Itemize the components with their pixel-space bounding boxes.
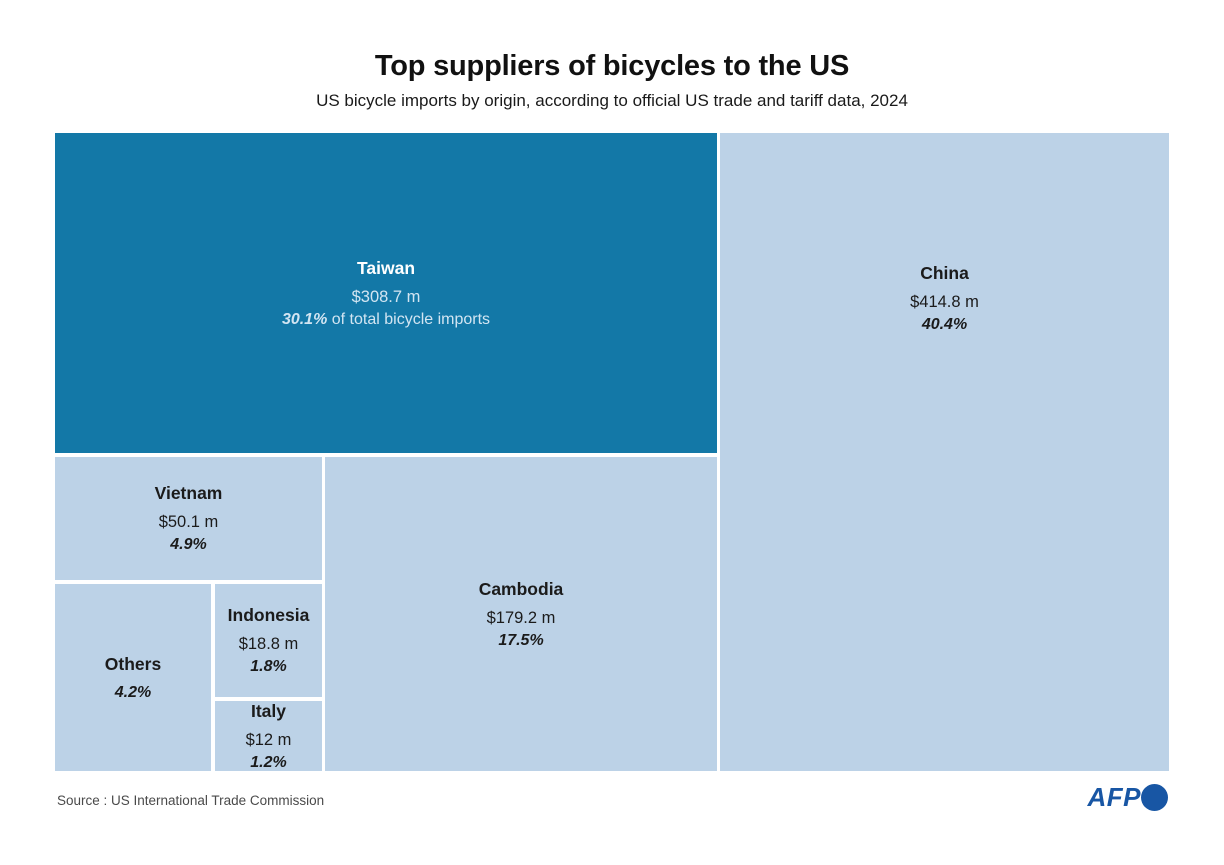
cell-label-china: China	[920, 263, 969, 283]
cell-label-cambodia: Cambodia	[478, 578, 564, 599]
treemap-cell-china: China $414.8 m 40.4%	[720, 133, 1169, 771]
cell-percent-italy: 1.2%	[250, 753, 287, 771]
cell-value-indonesia: $18.8 m	[238, 635, 299, 653]
cell-label-indonesia: Indonesia	[227, 605, 310, 625]
treemap-cell-taiwan: Taiwan $308.7 m 30.1% of total bicycle i…	[55, 133, 717, 453]
afp-logo-circle-icon	[1141, 784, 1168, 811]
cell-label-taiwan: Taiwan	[356, 257, 416, 278]
treemap-cell-others: Others 4.2%	[55, 584, 211, 771]
cell-value-china: $414.8 m	[910, 293, 979, 311]
cell-label-vietnam: Vietnam	[154, 483, 223, 503]
cell-value-taiwan: $308.7 m	[351, 287, 421, 306]
treemap-cell-cambodia: Cambodia $179.2 m 17.5%	[325, 457, 717, 771]
cell-value-vietnam: $50.1 m	[158, 513, 219, 531]
cell-label-others: Others	[104, 653, 162, 674]
treemap-cell-indonesia: Indonesia $18.8 m 1.8%	[215, 584, 322, 697]
afp-logo-text: AFP	[1087, 782, 1141, 812]
source-text: Source : US International Trade Commissi…	[57, 793, 325, 808]
page-subtitle: US bicycle imports by origin, according …	[316, 91, 908, 110]
cell-percent-indonesia: 1.8%	[250, 658, 287, 675]
cell-label-italy: Italy	[250, 700, 287, 721]
cell-value-cambodia: $179.2 m	[486, 608, 556, 627]
treemap-cell-vietnam: Vietnam $50.1 m 4.9%	[55, 457, 322, 580]
cell-value-italy: $12 m	[245, 730, 292, 749]
treemap-cell-italy: Italy $12 m 1.2%	[215, 701, 322, 771]
cell-percent-china: 40.4%	[921, 316, 968, 333]
treemap-chart: Taiwan $308.7 m 30.1% of total bicycle i…	[55, 133, 1169, 771]
cell-percent-number: 30.1%	[281, 310, 328, 328]
page-title: Top suppliers of bicycles to the US	[374, 50, 850, 82]
cell-percent-cambodia: 17.5%	[498, 631, 544, 649]
cell-percent-suffix: of total bicycle imports	[327, 310, 491, 328]
cell-percent-vietnam: 4.9%	[170, 536, 207, 553]
cell-percent-taiwan: 30.1% of total bicycle imports	[282, 311, 490, 329]
afp-logo: AFP	[1087, 782, 1168, 813]
cell-percent-others: 4.2%	[114, 683, 152, 701]
